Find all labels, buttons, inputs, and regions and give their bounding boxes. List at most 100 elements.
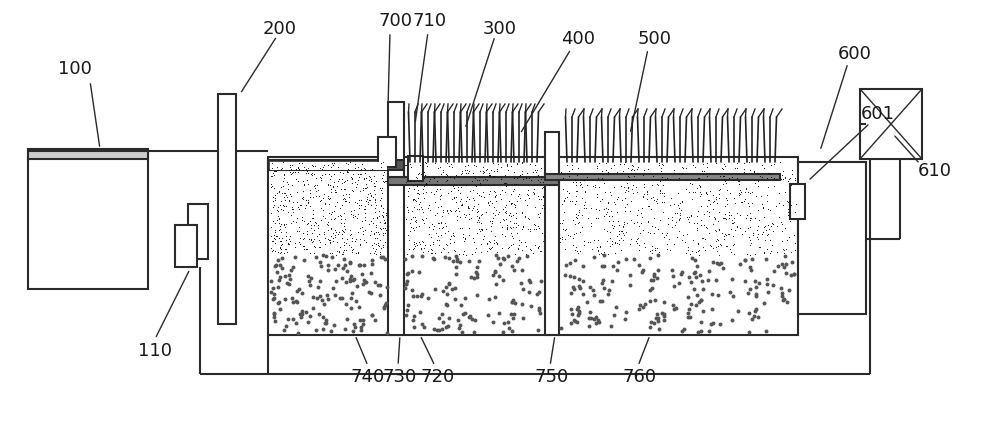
Point <box>759 192 775 199</box>
Point <box>717 177 733 184</box>
Bar <box>268 157 798 335</box>
Point <box>266 235 282 242</box>
Point <box>347 165 363 172</box>
Point <box>622 272 638 278</box>
Point <box>568 188 584 195</box>
Point <box>697 247 713 254</box>
Point <box>319 221 335 227</box>
Point <box>494 224 510 230</box>
Point <box>726 214 742 221</box>
Point <box>318 317 334 323</box>
Point <box>765 220 781 227</box>
Point <box>320 267 336 274</box>
Point <box>271 188 287 195</box>
Point <box>327 202 343 209</box>
Point <box>469 177 485 184</box>
Point <box>405 181 421 188</box>
Point <box>376 304 392 311</box>
Point <box>518 242 534 249</box>
Point <box>295 193 311 200</box>
Point <box>485 215 501 222</box>
Point <box>322 249 338 256</box>
Point <box>330 231 346 238</box>
Point <box>636 184 652 190</box>
Point <box>367 208 383 215</box>
Point <box>646 230 662 237</box>
Point <box>487 211 503 218</box>
Point <box>639 187 655 194</box>
Point <box>306 183 322 190</box>
Point <box>452 197 468 204</box>
Point <box>477 175 493 182</box>
Point <box>504 327 520 334</box>
Point <box>334 227 350 234</box>
Point <box>754 200 770 207</box>
Point <box>266 168 282 175</box>
Point <box>527 166 543 173</box>
Point <box>276 221 292 227</box>
Point <box>325 235 341 242</box>
Point <box>577 199 593 206</box>
Point <box>350 170 366 177</box>
Point <box>296 242 312 249</box>
Point <box>309 295 325 302</box>
Point <box>414 205 430 212</box>
Text: 600: 600 <box>838 45 872 63</box>
Point <box>377 220 393 227</box>
Point <box>736 160 752 166</box>
Point <box>786 271 802 278</box>
Point <box>650 252 666 259</box>
Point <box>769 249 785 256</box>
Point <box>668 218 684 225</box>
Point <box>674 163 690 170</box>
Point <box>724 173 740 180</box>
Point <box>440 249 456 256</box>
Point <box>336 242 352 249</box>
Point <box>509 160 525 167</box>
Point <box>762 237 778 244</box>
Point <box>313 177 329 184</box>
Point <box>434 212 450 219</box>
Point <box>522 160 538 167</box>
Point <box>398 312 414 319</box>
Point <box>367 317 383 323</box>
Point <box>320 161 336 168</box>
Point <box>351 262 367 269</box>
Point <box>729 164 745 171</box>
Point <box>438 222 454 229</box>
Point <box>623 217 639 224</box>
Point <box>415 217 431 224</box>
Point <box>296 182 312 189</box>
Point <box>483 222 499 229</box>
Point <box>273 198 289 205</box>
Point <box>324 208 340 215</box>
Point <box>336 219 352 226</box>
Point <box>725 232 741 239</box>
Point <box>323 225 339 232</box>
Point <box>357 278 373 285</box>
Point <box>572 228 588 235</box>
Point <box>272 245 288 251</box>
Point <box>572 248 588 254</box>
Point <box>401 246 417 253</box>
Point <box>586 254 602 260</box>
Point <box>530 326 546 333</box>
Point <box>520 215 536 222</box>
Point <box>266 202 282 209</box>
Point <box>644 223 660 230</box>
Point <box>510 222 526 229</box>
Point <box>366 230 382 237</box>
Point <box>591 184 607 191</box>
Point <box>500 245 516 252</box>
Bar <box>545 132 559 335</box>
Point <box>784 171 800 178</box>
Point <box>643 319 659 326</box>
Point <box>427 198 443 205</box>
Point <box>334 234 350 241</box>
Point <box>642 230 658 236</box>
Text: 740: 740 <box>351 368 385 386</box>
Point <box>271 187 287 194</box>
Point <box>341 199 357 206</box>
Point <box>501 243 517 250</box>
Point <box>557 235 573 242</box>
